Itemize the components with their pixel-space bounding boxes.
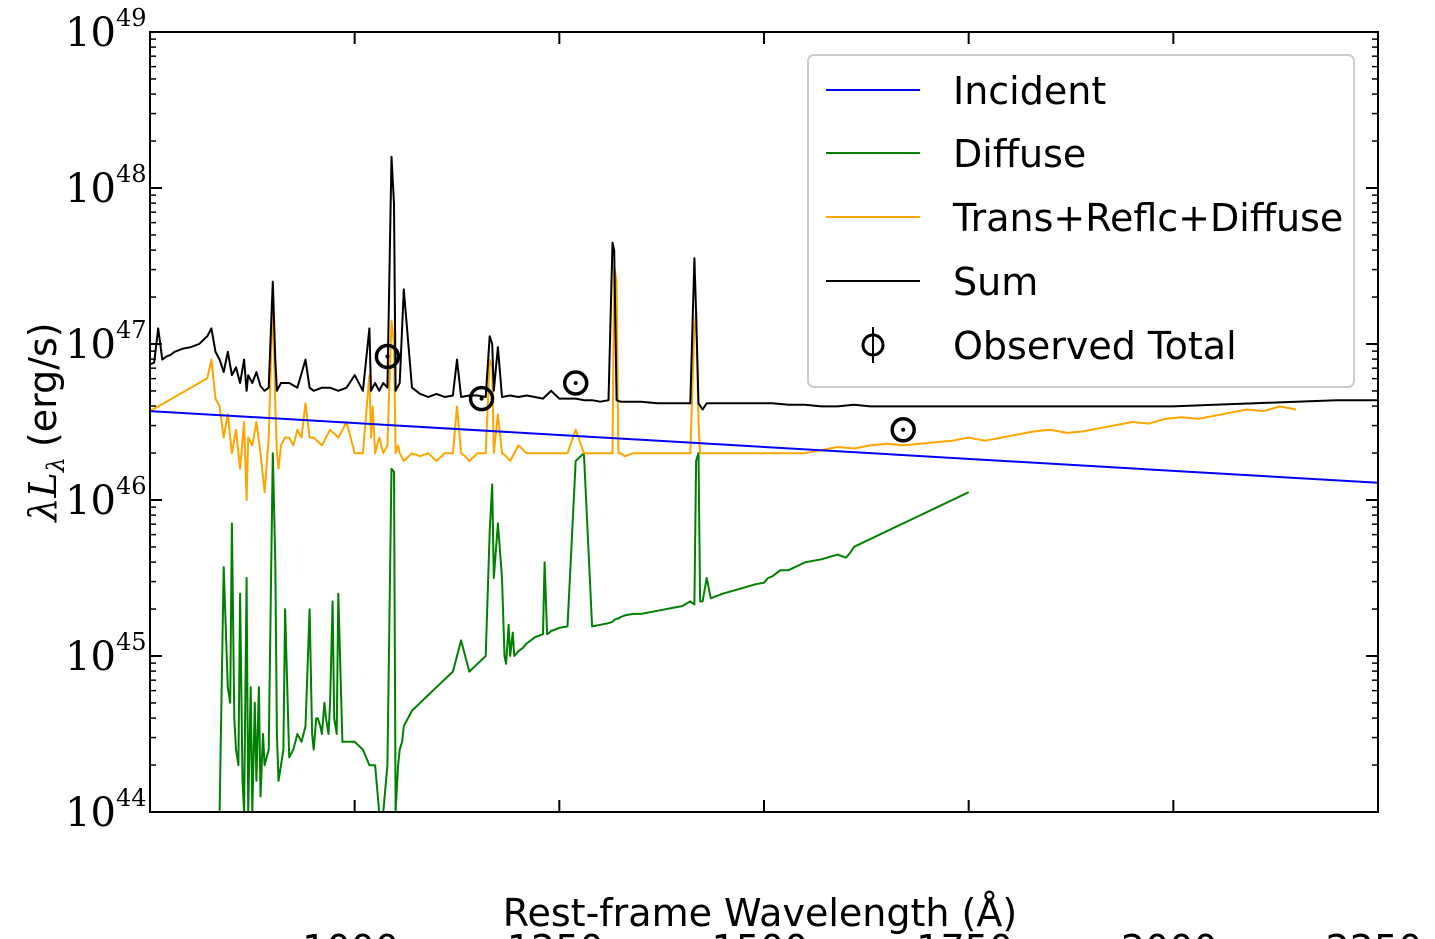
y-tick-label: 10 <box>65 10 116 56</box>
legend-label-diffuse: Diffuse <box>953 132 1086 176</box>
legend: Incident Diffuse Trans+Reflc+Diffuse Sum… <box>807 54 1355 388</box>
y-axis-label-unit: (erg/s) <box>21 322 65 447</box>
series-line-trans-reflc-diffuse <box>149 265 1297 501</box>
x-tick-label: 2250 <box>1326 927 1423 939</box>
y-axis-label: λLλ (erg/s) <box>21 322 70 523</box>
y-tick-exponent: 48 <box>116 160 147 188</box>
x-axis-ticks: 1000 1250 1500 1750 2000 2250 <box>302 32 1422 939</box>
observed-point <box>562 370 589 396</box>
y-tick-label: 10 <box>65 322 116 368</box>
observed-point <box>468 385 495 412</box>
legend-label-trans-reflc-diffuse: Trans+Reflc+Diffuse <box>952 196 1343 240</box>
y-tick-label: 10 <box>65 634 116 680</box>
y-tick-exponent: 47 <box>116 316 147 344</box>
legend-marker-observed-total <box>861 327 885 363</box>
y-tick-exponent: 45 <box>116 628 147 656</box>
y-tick-label: 10 <box>65 790 116 836</box>
x-tick-label: 1000 <box>302 927 399 939</box>
axes-frame <box>149 31 1379 813</box>
series-line-incident <box>149 410 1379 484</box>
legend-label-observed-total: Observed Total <box>953 324 1237 368</box>
x-tick-label: 2000 <box>1121 927 1218 939</box>
observed-point <box>374 343 401 370</box>
x-tick-label: 1250 <box>507 927 604 939</box>
y-tick-label: 10 <box>65 478 116 524</box>
y-axis-label-subscript: λ <box>42 457 70 473</box>
y-tick-exponent: 46 <box>116 472 147 500</box>
y-tick-exponent: 49 <box>116 4 147 32</box>
x-axis-label: Rest-frame Wavelength (Å) <box>503 891 1017 935</box>
x-tick-label: 1750 <box>916 927 1013 939</box>
observed-layer <box>374 343 916 443</box>
y-tick-exponent: 44 <box>116 784 147 812</box>
y-tick-label: 10 <box>65 166 116 212</box>
x-tick-label: 1500 <box>712 927 809 939</box>
observed-point <box>890 417 916 443</box>
legend-box <box>807 54 1355 388</box>
series-line-diffuse <box>218 452 970 813</box>
svg-text:λLλ(erg/s): λLλ (erg/s) <box>21 322 70 523</box>
series-layer <box>149 155 1379 813</box>
legend-label-sum: Sum <box>953 260 1038 304</box>
y-axis-label-symbol: λL <box>21 472 65 523</box>
legend-label-incident: Incident <box>953 69 1106 113</box>
series-line-sum <box>149 155 1378 411</box>
